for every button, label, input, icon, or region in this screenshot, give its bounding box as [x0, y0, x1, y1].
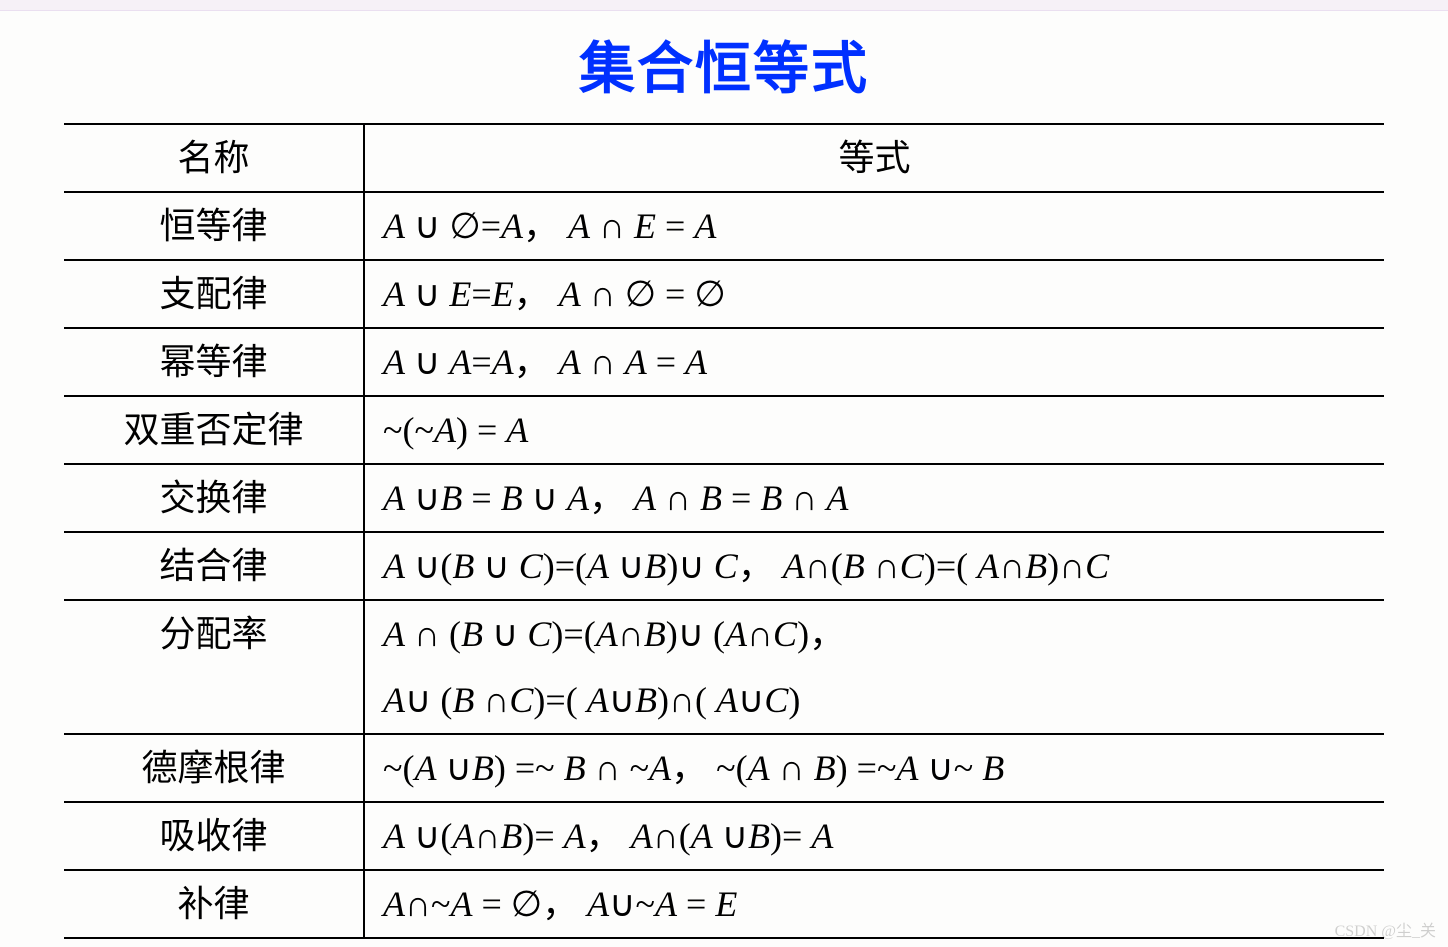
identities-table: 名称 等式 恒等律 A ∪ ∅=A， A ∩ E = A 支配律 A ∪ E=E， A…	[64, 123, 1384, 939]
table-row: 结合律 A ∪(B ∪ C)=(A ∪B)∪ C， A∩(B ∩C)=( A∩B)…	[64, 532, 1384, 600]
row-equation: A ∩ (B ∪ C)=(A∩B)∪ (A∩C)，A∪ (B ∩C)=( A∪B…	[364, 600, 1384, 734]
table-row: 吸收律 A ∪(A∩B)= A， A∩(A ∪B)= A	[64, 802, 1384, 870]
table-row: 幂等律 A ∪ A=A， A ∩ A = A	[64, 328, 1384, 396]
table-row: 双重否定律 ~(~A) = A	[64, 396, 1384, 464]
table-row: 恒等律 A ∪ ∅=A， A ∩ E = A	[64, 192, 1384, 260]
row-name: 德摩根律	[64, 734, 364, 802]
table-row: 交换律 A ∪B = B ∪ A， A ∩ B = B ∩ A	[64, 464, 1384, 532]
table-row: 分配率A ∩ (B ∪ C)=(A∩B)∪ (A∩C)，A∪ (B ∩C)=( …	[64, 600, 1384, 734]
table-row: 德摩根律 ~(A ∪B) =~ B ∩ ~A， ~(A ∩ B) =~A ∪~ B	[64, 734, 1384, 802]
table-header-row: 名称 等式	[64, 124, 1384, 192]
row-equation: ~(~A) = A	[364, 396, 1384, 464]
equation-line: ~(~A) = A	[383, 397, 1384, 463]
table-row: 补律 A∩~A = ∅， A∪~A = E	[64, 870, 1384, 938]
row-equation: A ∪(A∩B)= A， A∩(A ∪B)= A	[364, 802, 1384, 870]
equation-line: A ∪(A∩B)= A， A∩(A ∪B)= A	[383, 803, 1384, 869]
table-header: 名称 等式	[64, 124, 1384, 192]
row-name: 分配率	[64, 600, 364, 734]
equation-line: ~(A ∪B) =~ B ∩ ~A， ~(A ∩ B) =~A ∪~ B	[383, 735, 1384, 801]
watermark: CSDN @尘_关	[1335, 917, 1436, 941]
row-name: 交换律	[64, 464, 364, 532]
page: 集合恒等式 名称 等式 恒等律 A ∪ ∅=A， A ∩ E = A 支配律 A ∪ …	[0, 0, 1448, 947]
equation-line: A ∪ ∅=A， A ∩ E = A	[383, 193, 1384, 259]
row-name: 幂等律	[64, 328, 364, 396]
row-equation: A ∪ ∅=A， A ∩ E = A	[364, 192, 1384, 260]
col-header-name: 名称	[64, 124, 364, 192]
row-equation: A∩~A = ∅， A∪~A = E	[364, 870, 1384, 938]
row-name: 吸收律	[64, 802, 364, 870]
equation-line: A∪ (B ∩C)=( A∪B)∩( A∪C)	[383, 667, 1384, 733]
row-name: 双重否定律	[64, 396, 364, 464]
equation-line: A ∪(B ∪ C)=(A ∪B)∪ C， A∩(B ∩C)=( A∩B)∩C	[383, 533, 1384, 599]
equation-line: A ∪ A=A， A ∩ A = A	[383, 329, 1384, 395]
row-name: 结合律	[64, 532, 364, 600]
top-accent-bar	[0, 0, 1448, 11]
row-name: 支配律	[64, 260, 364, 328]
row-equation: A ∪(B ∪ C)=(A ∪B)∪ C， A∩(B ∩C)=( A∩B)∩C	[364, 532, 1384, 600]
row-name: 恒等律	[64, 192, 364, 260]
equation-line: A ∪B = B ∪ A， A ∩ B = B ∩ A	[383, 465, 1384, 531]
row-equation: A ∪B = B ∪ A， A ∩ B = B ∩ A	[364, 464, 1384, 532]
row-name: 补律	[64, 870, 364, 938]
page-title: 集合恒等式	[0, 24, 1448, 105]
row-equation: A ∪ A=A， A ∩ A = A	[364, 328, 1384, 396]
row-equation: A ∪ E=E， A ∩ ∅ = ∅	[364, 260, 1384, 328]
equation-line: A ∪ E=E， A ∩ ∅ = ∅	[383, 261, 1384, 327]
row-equation: ~(A ∪B) =~ B ∩ ~A， ~(A ∩ B) =~A ∪~ B	[364, 734, 1384, 802]
equation-line: A ∩ (B ∪ C)=(A∩B)∪ (A∩C)，	[383, 601, 1384, 667]
table-body: 恒等律 A ∪ ∅=A， A ∩ E = A 支配律 A ∪ E=E， A ∩ ∅ =…	[64, 192, 1384, 938]
equation-line: A∩~A = ∅， A∪~A = E	[383, 871, 1384, 937]
col-header-equation: 等式	[364, 124, 1384, 192]
table-row: 支配律 A ∪ E=E， A ∩ ∅ = ∅	[64, 260, 1384, 328]
